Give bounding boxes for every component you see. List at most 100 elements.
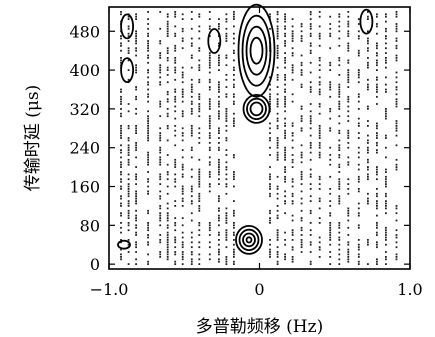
streak-dot <box>127 52 130 54</box>
streak-dot <box>233 171 235 173</box>
streak-dot <box>159 197 162 200</box>
streak-dot <box>233 178 235 181</box>
streak-dot <box>225 115 228 118</box>
streak-dot <box>284 103 286 105</box>
streak-dot <box>276 156 279 159</box>
streak-dot <box>357 202 360 205</box>
streak-dot <box>127 173 130 176</box>
streak-dot <box>338 20 341 23</box>
streak-dot <box>309 234 312 236</box>
streak-dot <box>300 156 303 159</box>
streak-dot <box>269 195 271 198</box>
streak-dot <box>357 246 360 249</box>
streak-dot <box>338 185 341 188</box>
dotted-streak <box>338 13 341 265</box>
streak-dot <box>291 248 294 251</box>
streak-dot <box>376 127 378 130</box>
streak-dot <box>127 15 130 18</box>
streak-dot <box>284 74 286 76</box>
streak-dot <box>395 229 398 232</box>
streak-dot <box>135 15 137 18</box>
dotted-streak <box>376 13 378 265</box>
streak-dot <box>208 156 211 159</box>
streak-dot <box>181 71 184 74</box>
streak-dot <box>376 78 378 81</box>
dotted-streak <box>357 18 360 265</box>
streak-dot <box>120 241 122 244</box>
streak-dot <box>159 175 162 178</box>
streak-dot <box>147 122 149 125</box>
streak-dot <box>190 134 193 137</box>
streak-dot <box>269 253 271 256</box>
streak-dot <box>284 125 286 127</box>
streak-dot <box>284 239 286 241</box>
streak-dot <box>284 110 286 113</box>
streak-dot <box>385 156 387 159</box>
streak-dot <box>347 105 350 108</box>
streak-dot <box>159 69 162 71</box>
streak-dot <box>135 243 137 246</box>
streak-dot <box>395 258 398 261</box>
streak-dot <box>198 95 201 98</box>
streak-dot <box>395 234 398 236</box>
streak-dot <box>376 166 378 168</box>
streak-dot <box>120 98 122 101</box>
streak-dot <box>300 229 303 232</box>
streak-dot <box>208 11 211 13</box>
streak-dot <box>233 156 235 159</box>
streak-dot <box>385 52 387 54</box>
streak-dot <box>318 142 321 144</box>
streak-dot <box>174 15 177 18</box>
streak-dot <box>291 260 294 263</box>
streak-dot <box>376 231 378 234</box>
streak-dot <box>284 202 286 205</box>
streak-dot <box>174 95 177 98</box>
streak-dot <box>174 241 177 244</box>
streak-dot <box>376 192 378 195</box>
streak-dot <box>120 197 122 200</box>
streak-dot <box>300 115 303 118</box>
streak-dot <box>159 11 162 13</box>
y-tick-label: 400 <box>69 61 100 80</box>
streak-dot <box>284 129 286 132</box>
streak-dot <box>166 69 169 71</box>
streak-dot <box>127 127 130 130</box>
streak-dot <box>225 239 228 241</box>
streak-dot <box>198 78 201 81</box>
streak-dot <box>166 202 169 205</box>
streak-dot <box>329 188 332 190</box>
streak-dot <box>291 71 294 74</box>
y-tick-label: 0 <box>90 255 100 274</box>
streak-dot <box>166 239 169 241</box>
streak-dot <box>347 115 350 118</box>
streak-dot <box>276 30 279 33</box>
streak-dot <box>385 192 387 195</box>
streak-dot <box>395 158 398 161</box>
axis-ticks <box>108 7 411 269</box>
streak-dot <box>174 11 177 13</box>
streak-dot <box>318 59 321 62</box>
streak-dot <box>147 178 149 181</box>
streak-dot <box>135 195 137 198</box>
streak-dot <box>318 129 321 132</box>
streak-dot <box>225 125 228 127</box>
streak-dot <box>127 202 130 205</box>
streak-dot <box>284 35 286 37</box>
streak-dot <box>347 71 350 74</box>
streak-dot <box>225 112 228 115</box>
streak-dot <box>127 25 130 28</box>
streak-dot <box>367 241 369 244</box>
streak-dot <box>291 35 294 37</box>
streak-dot <box>135 219 137 222</box>
streak-dot <box>135 112 137 115</box>
streak-dot <box>147 158 149 161</box>
streak-dot <box>225 120 228 122</box>
streak-dot <box>135 142 137 144</box>
streak-dot <box>329 212 332 215</box>
streak-dot <box>347 134 350 137</box>
contour-ring <box>242 232 256 248</box>
streak-dot <box>300 61 303 64</box>
streak-dot <box>309 175 312 178</box>
streak-dot <box>284 158 286 161</box>
streak-dot <box>347 110 350 113</box>
